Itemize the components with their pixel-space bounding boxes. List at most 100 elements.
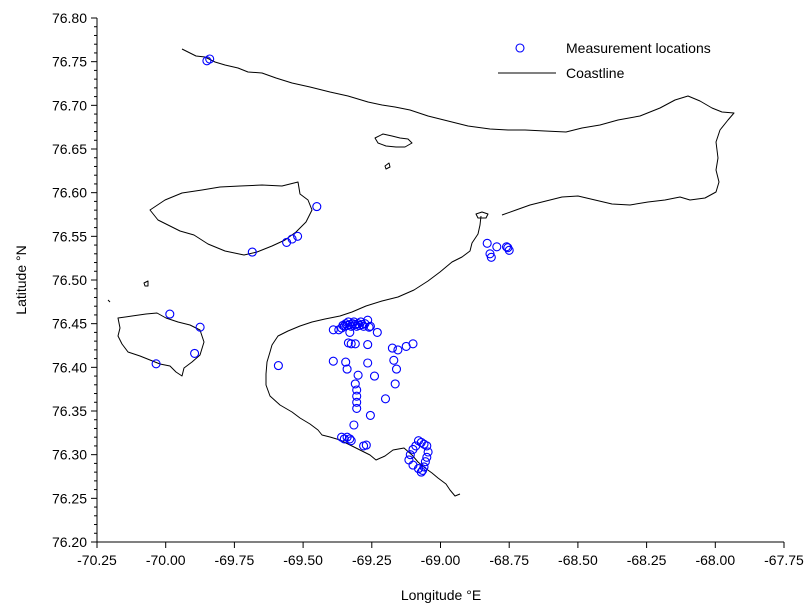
measurement-point [503,243,513,253]
y-tick-label: 76.80 [52,10,87,26]
measurement-point [363,340,373,350]
measurement-point [151,359,161,369]
axes: -70.25 -70.00 -69.75 -69.50 -69.25 -69.00 -68.… [13,10,804,603]
y-tick-label: 76.20 [52,534,87,550]
y-tick-label: 76.55 [52,228,87,244]
measurement-point [202,56,212,66]
measurement-point [408,444,418,454]
coastline-islet-5 [107,299,111,303]
measurement-point [342,364,352,374]
measurement-point [492,242,502,252]
measurement-point [380,394,391,404]
x-tick-label: -70.25 [77,552,117,568]
measurement-point [273,361,283,371]
measurement-point [365,321,375,331]
coastline-south [265,215,482,497]
x-tick-label: -68.50 [558,552,598,568]
measurement-point [328,325,338,335]
measurement-point [422,452,432,462]
measurement-point [361,440,371,450]
legend-marker-measurement [515,43,525,53]
coastline-island-west [117,312,205,377]
measurement-point [353,370,363,380]
measurement-point [363,315,373,325]
measurement-point [420,457,430,467]
measurement-point [418,465,428,475]
measurement-point [393,345,403,355]
measurement-point [391,364,402,374]
y-tick-label: 76.65 [52,141,87,157]
measurement-point [350,379,360,389]
x-tick-label: -69.75 [215,552,255,568]
measurement-point [190,348,200,358]
coastline-north [181,48,735,216]
x-axis-title: Longitude °E [401,587,481,603]
measurement-point [341,357,351,367]
measurement-point [353,319,363,329]
measurement-point [195,322,205,332]
measurement-point [482,238,492,248]
measurement-point [312,202,322,212]
x-ticks: -70.25 -70.00 -69.75 -69.50 -69.25 -69.00 -68.… [77,542,804,568]
y-tick-label: 76.45 [52,316,87,332]
measurement-point [422,441,432,451]
y-tick-label: 76.75 [52,54,87,70]
y-tick-label: 76.30 [52,447,87,463]
measurement-point [341,319,351,329]
measurement-point [352,403,362,413]
measurement-point [205,54,215,64]
x-tick-label: -68.75 [489,552,529,568]
measurement-point [405,450,415,460]
coastline-islet-2 [384,162,391,170]
y-tick-label: 76.25 [52,490,87,506]
measurement-point [346,339,356,349]
measurement-point [350,339,360,349]
measurement-point [345,327,355,337]
y-tick-label: 76.60 [52,185,87,201]
measurement-point [293,231,303,241]
x-tick-label: -70.00 [146,552,186,568]
measurement-point [387,343,397,353]
y-tick-label: 76.40 [52,359,87,375]
x-tick-label: -68.00 [695,552,735,568]
y-tick-label: 76.50 [52,272,87,288]
measurement-point [423,447,433,457]
measurement-point [404,455,414,465]
x-tick-label: -68.25 [627,552,667,568]
measurement-point [363,358,373,368]
measurement-point [369,371,380,381]
coastline-islet-3 [143,280,149,287]
x-tick-label: -69.25 [352,552,392,568]
legend-label-coastline: Coastline [566,65,625,81]
measurement-point [346,436,356,446]
measurement-point [408,339,418,349]
measurement-point [419,439,429,449]
y-tick-label: 76.70 [52,97,87,113]
y-tick-label: 76.35 [52,403,87,419]
coastline-island-north [149,181,313,256]
measurement-point [349,420,359,430]
measurement-point [352,397,362,407]
x-tick-label: -67.75 [764,552,804,568]
measurement-point [345,434,355,444]
measurement-point [390,379,400,389]
x-tick-label: -69.50 [283,552,323,568]
x-tick-label: -69.00 [421,552,461,568]
measurement-point [365,410,375,420]
measurement-point [413,464,424,474]
measurement-point [389,355,399,365]
measurement-point [352,385,362,395]
y-axis-title: Latitude °N [13,245,29,314]
measurement-point [328,356,338,366]
measurement-point [352,391,362,401]
measurement-point [486,252,496,262]
plot-area [107,48,735,497]
legend: Measurement locations Coastline [498,40,711,81]
measurement-point [339,434,349,444]
legend-label-measurement: Measurement locations [566,40,711,56]
coastline-islet-1 [374,133,413,148]
measurement-point [364,322,374,332]
coastline-islet-4 [475,211,489,219]
measurement-point [287,234,297,244]
